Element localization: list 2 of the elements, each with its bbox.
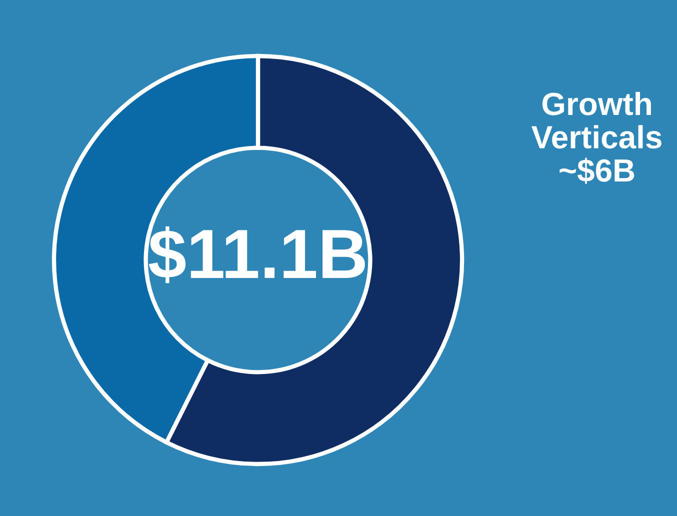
slice-label: Growth Verticals ~$6B: [532, 92, 662, 184]
text: $11.1B: [148, 226, 365, 284]
